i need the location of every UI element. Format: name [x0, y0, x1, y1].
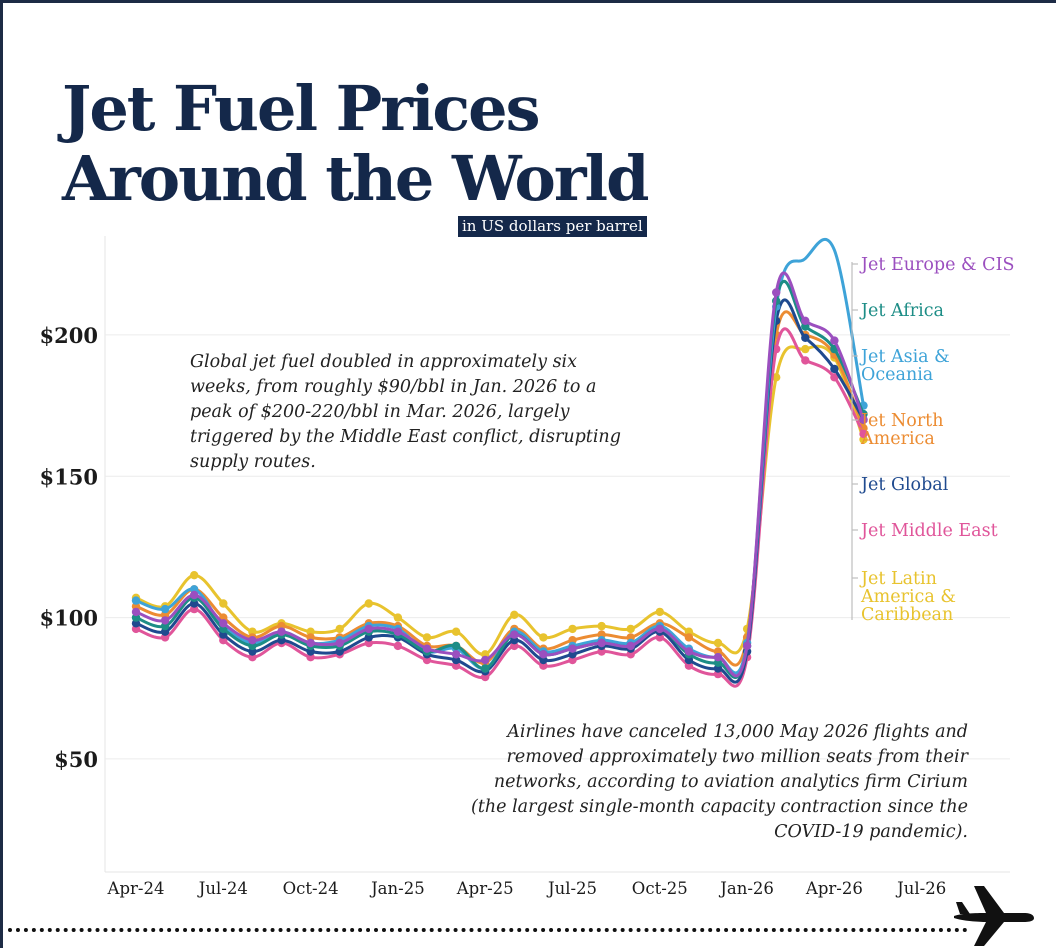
- data-point: [306, 638, 315, 648]
- annotation-price-surge: Global jet fuel doubled in approximately…: [190, 352, 621, 472]
- data-point: [859, 429, 868, 439]
- data-point: [451, 650, 461, 659]
- data-point: [801, 344, 810, 354]
- data-point: [131, 596, 141, 605]
- gridlines: [105, 334, 1010, 760]
- x-axis-ticks: Apr-24 Jul-24 Oct-24 Jan-25 Apr-25 Jul-25 Oct-…: [107, 879, 947, 898]
- data-point: [393, 641, 403, 651]
- data-point: [364, 599, 373, 608]
- data-point: [742, 641, 752, 651]
- data-point: [684, 647, 694, 656]
- data-point: [277, 627, 286, 636]
- legend: Jet Europe & CIS Jet Africa Jet Asia & Ocea…: [851, 255, 1014, 625]
- x-tick-label: Apr-25: [456, 879, 514, 898]
- x-tick-label: Oct-24: [283, 879, 339, 898]
- airplane-icon: [954, 886, 1034, 946]
- annotation-flight-cancellations: Airlines have canceled 13,000 May 2026 f…: [471, 722, 968, 842]
- data-point: [422, 633, 432, 642]
- data-point: [568, 624, 577, 634]
- data-point: [713, 653, 723, 662]
- page-title: Jet Fuel Prices Around the World: [62, 72, 649, 215]
- y-tick-label: $150: [40, 464, 98, 489]
- data-point: [830, 364, 839, 374]
- legend-label: Jet Europe & CIS: [859, 255, 1014, 275]
- title-line-1: Jet Fuel Prices: [62, 72, 541, 145]
- data-point: [160, 616, 170, 625]
- data-point: [219, 619, 228, 628]
- y-tick-label: $100: [40, 606, 98, 631]
- plot-area: [104, 236, 1010, 873]
- data-point: [801, 333, 810, 342]
- data-point: [393, 627, 403, 636]
- legend-label: Jet Asia & Oceania: [859, 347, 950, 385]
- x-tick-label: Jul-25: [546, 879, 597, 898]
- x-tick-label: Jul-26: [895, 879, 946, 898]
- data-point: [626, 641, 635, 651]
- data-point: [772, 288, 781, 297]
- data-point: [684, 633, 694, 642]
- data-point: [160, 604, 170, 614]
- data-point: [830, 373, 839, 382]
- data-point: [859, 415, 868, 424]
- data-point: [597, 638, 606, 648]
- frame-top-border: [0, 0, 1056, 3]
- x-tick-label: Apr-24: [107, 879, 165, 898]
- y-tick-label: $50: [54, 747, 98, 772]
- data-point: [190, 590, 199, 600]
- data-point: [510, 610, 519, 619]
- y-axis-ticks: $50 $100 $150 $200: [40, 323, 98, 772]
- data-point: [626, 624, 635, 634]
- series-line: [135, 271, 865, 678]
- data-point: [539, 650, 548, 659]
- data-point: [190, 571, 199, 580]
- data-point: [655, 607, 664, 617]
- data-point: [481, 664, 490, 673]
- title-line-2: Around the World: [62, 142, 649, 215]
- data-point: [248, 636, 257, 645]
- data-point: [422, 644, 432, 653]
- data-point: [364, 624, 373, 634]
- dotted-divider: [8, 928, 968, 932]
- data-point: [713, 638, 723, 648]
- x-tick-label: Jul-24: [197, 879, 248, 898]
- legend-label: Jet Africa: [859, 301, 944, 321]
- frame-left-border: [0, 0, 3, 948]
- data-point: [510, 630, 519, 639]
- legend-label: Jet Latin America & Caribbean: [859, 569, 956, 625]
- data-point: [801, 356, 810, 365]
- data-point: [219, 599, 228, 608]
- legend-label: Jet Middle East: [859, 521, 998, 541]
- legend-label: Jet Global: [859, 475, 949, 495]
- data-point: [131, 607, 141, 617]
- data-point: [655, 624, 664, 634]
- data-point: [335, 624, 344, 634]
- x-tick-label: Jan-26: [718, 879, 774, 898]
- data-point: [393, 613, 403, 622]
- data-point: [451, 641, 461, 651]
- data-point: [597, 621, 606, 631]
- x-tick-label: Jan-25: [369, 879, 425, 898]
- legend-label: Jet North America: [859, 411, 943, 449]
- data-point: [451, 627, 461, 636]
- x-tick-label: Apr-26: [805, 879, 863, 898]
- data-point: [568, 644, 577, 653]
- series-lines: [131, 237, 868, 688]
- data-point: [539, 633, 548, 642]
- data-point: [830, 336, 839, 345]
- data-point: [335, 638, 344, 648]
- x-tick-label: Oct-25: [632, 879, 688, 898]
- chart-subtitle: in US dollars per barrel: [458, 216, 647, 237]
- series-jet-europe-cis: [131, 271, 868, 678]
- data-point: [481, 655, 490, 665]
- data-point: [801, 316, 810, 325]
- y-tick-label: $200: [40, 323, 98, 348]
